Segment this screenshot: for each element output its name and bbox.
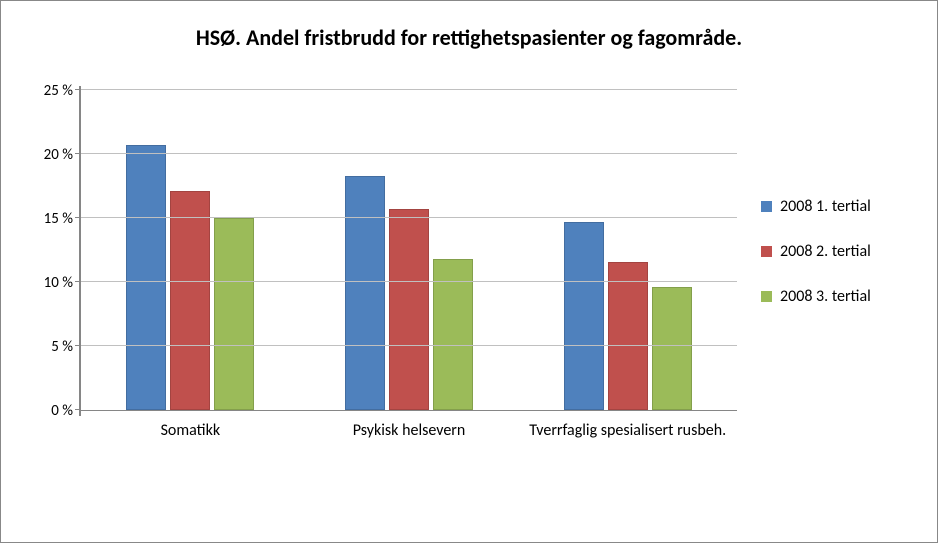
plot-wrap: SomatikkPsykisk helsevernTverrfaglig spe…: [81, 91, 737, 471]
ytick-label: 0 %: [51, 402, 73, 420]
legend-label: 2008 3. tertial: [780, 287, 871, 306]
legend-swatch: [761, 291, 772, 302]
gridline: [81, 89, 737, 90]
chart-title: HSØ. Andel fristbrudd for rettighetspasi…: [21, 16, 917, 91]
legend-item: 2008 3. tertial: [761, 287, 917, 306]
ytick-label: 15 %: [44, 210, 73, 228]
bar: [564, 222, 604, 410]
bar-group: [300, 91, 519, 410]
bar-groups: [81, 91, 737, 410]
bar: [652, 287, 692, 410]
bar-group: [518, 91, 737, 410]
bar-group: [81, 91, 300, 410]
category-label: Tverrfaglig spesialisert rusbeh.: [518, 421, 737, 441]
chart-container: HSØ. Andel fristbrudd for rettighetspasi…: [0, 0, 938, 543]
legend: 2008 1. tertial 2008 2. tertial 2008 3. te…: [737, 91, 917, 411]
bar: [608, 262, 648, 410]
ytick-label: 25 %: [44, 82, 73, 100]
category-label: Psykisk helsevern: [300, 421, 519, 441]
category-label: Somatikk: [81, 421, 300, 441]
gridline: [81, 345, 737, 346]
ytick-label: 10 %: [44, 274, 73, 292]
legend-swatch: [761, 246, 772, 257]
chart-body: 0 %5 %10 %15 %20 %25 % SomatikkPsykisk h…: [21, 91, 917, 471]
y-axis: 0 %5 %10 %15 %20 %25 %: [21, 91, 81, 411]
legend-swatch: [761, 201, 772, 212]
legend-item: 2008 1. tertial: [761, 197, 917, 216]
ytick-mark: [75, 409, 81, 410]
bar: [345, 176, 385, 410]
legend-item: 2008 2. tertial: [761, 242, 917, 261]
gridline: [81, 281, 737, 282]
category-labels: SomatikkPsykisk helsevernTverrfaglig spe…: [81, 421, 737, 441]
bar: [170, 191, 210, 410]
bar: [389, 209, 429, 410]
legend-label: 2008 2. tertial: [780, 242, 871, 261]
gridline: [81, 217, 737, 218]
gridline: [81, 153, 737, 154]
ytick-label: 5 %: [51, 338, 73, 356]
ytick-label: 20 %: [44, 146, 73, 164]
legend-label: 2008 1. tertial: [780, 197, 871, 216]
plot-area: [81, 91, 737, 411]
bar: [214, 218, 254, 410]
bar: [126, 145, 166, 410]
